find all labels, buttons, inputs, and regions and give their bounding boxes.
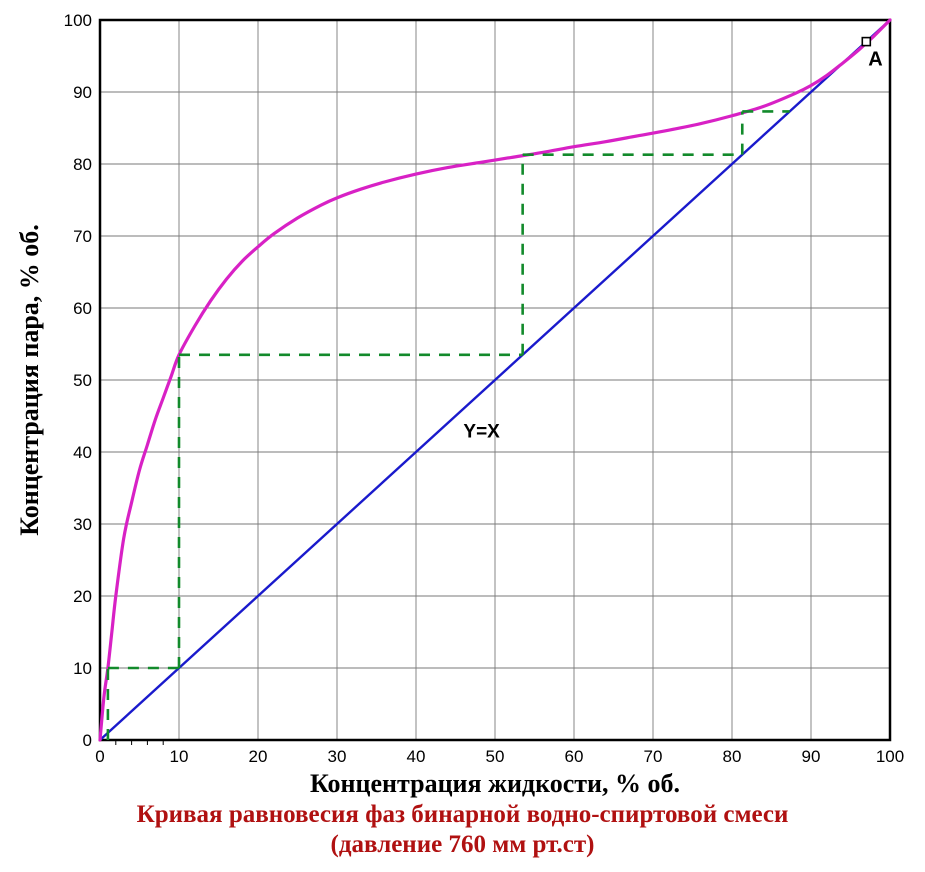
y-tick-label: 100	[64, 11, 92, 30]
y-tick-label: 70	[73, 227, 92, 246]
y-tick-label: 60	[73, 299, 92, 318]
x-tick-label: 0	[95, 747, 104, 766]
y-tick-label: 20	[73, 587, 92, 606]
y-tick-label: 0	[83, 731, 92, 750]
y-tick-label: 30	[73, 515, 92, 534]
caption-line2: (давление 760 мм рт.ст)	[331, 831, 595, 858]
y-tick-label: 90	[73, 83, 92, 102]
y-tick-label: 10	[73, 659, 92, 678]
azeotrope-label: A	[868, 49, 882, 71]
azeotrope-marker	[862, 38, 870, 46]
caption-line1: Кривая равновесия фаз бинарной водно-спи…	[137, 801, 789, 828]
chart-caption: Кривая равновесия фаз бинарной водно-спи…	[0, 800, 925, 860]
x-tick-label: 60	[565, 747, 584, 766]
y-tick-label: 50	[73, 371, 92, 390]
x-tick-label: 100	[876, 747, 904, 766]
equilibrium-chart: 0 10 20 30 40 50 60 70 80 90 100 0 10 20 30 40 50 60 70 80 9…	[0, 0, 925, 872]
x-axis-label: Концентрация жидкости, % об.	[310, 769, 680, 798]
x-tick-label: 50	[486, 747, 505, 766]
y-axis-label: Концентрация пара, % об.	[15, 224, 44, 536]
y-tick-label: 40	[73, 443, 92, 462]
y-tick-label: 80	[73, 155, 92, 174]
x-tick-label: 80	[723, 747, 742, 766]
diagonal-label: Y=X	[463, 422, 500, 443]
x-tick-label: 10	[170, 747, 189, 766]
x-tick-label: 20	[249, 747, 268, 766]
x-tick-label: 70	[644, 747, 663, 766]
x-tick-label: 40	[407, 747, 426, 766]
chart-svg: 0 10 20 30 40 50 60 70 80 90 100 0 10 20 30 40 50 60 70 80 9…	[0, 0, 925, 872]
x-tick-label: 90	[802, 747, 821, 766]
x-tick-label: 30	[328, 747, 347, 766]
